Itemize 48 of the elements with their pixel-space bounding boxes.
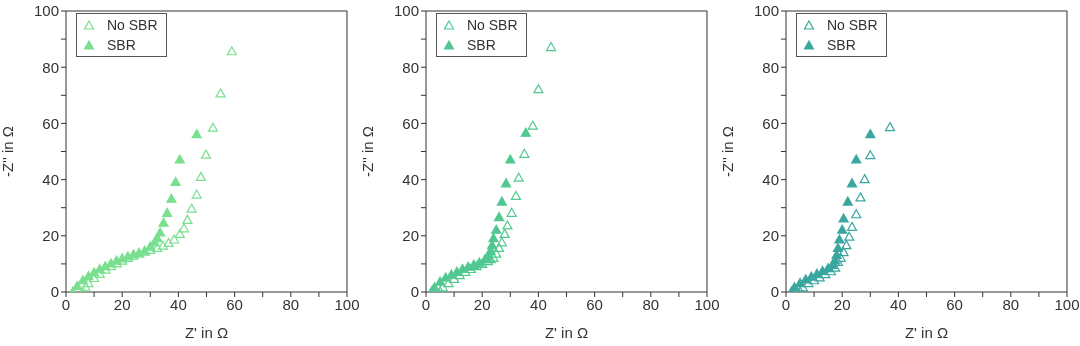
x-tick-label: 40 [890, 295, 907, 313]
x-tick-label: 100 [694, 295, 720, 313]
y-tick-label: 40 [762, 170, 779, 188]
legend-label: No SBR [467, 16, 518, 35]
x-axis-title: Z' in Ω [544, 324, 589, 341]
y-tick-label: 0 [770, 283, 779, 301]
y-tick-label: 20 [402, 227, 419, 245]
y-tick-label: 40 [402, 170, 419, 188]
y-tick-label: 80 [402, 58, 419, 76]
x-tick-label: 100 [334, 295, 360, 313]
x-tick-label: 20 [473, 295, 491, 313]
y-tick-label: 80 [42, 58, 59, 76]
x-axis-title: Z' in Ω [184, 324, 229, 341]
x-tick-label: 0 [421, 295, 431, 313]
x-tick-label: 100 [1054, 295, 1080, 313]
x-tick-label: 0 [781, 295, 791, 313]
legend-label: SBR [827, 36, 856, 55]
y-tick-label: 20 [42, 227, 59, 245]
y-tick-label: 0 [50, 283, 59, 301]
y-tick-label: 100 [33, 2, 59, 20]
y-axis-title: -Z'' in Ω [0, 125, 17, 178]
legend-label: SBR [467, 36, 496, 55]
x-tick-label: 0 [61, 295, 71, 313]
x-axis-title: Z' in Ω [904, 324, 949, 341]
x-tick-label: 60 [946, 295, 963, 313]
y-tick-label: 80 [762, 58, 779, 76]
x-tick-label: 60 [226, 295, 243, 313]
x-tick-label: 40 [170, 295, 187, 313]
y-tick-label: 40 [42, 170, 59, 188]
x-tick-label: 20 [833, 295, 851, 313]
y-tick-label: 100 [393, 2, 419, 20]
legend-label: No SBR [827, 16, 878, 35]
x-tick-label: 80 [1002, 295, 1020, 313]
y-axis-title: -Z'' in Ω [359, 125, 377, 178]
legend-label: No SBR [107, 16, 158, 35]
y-tick-label: 60 [402, 114, 419, 132]
x-tick-label: 80 [642, 295, 660, 313]
y-tick-label: 60 [762, 114, 779, 132]
y-tick-label: 60 [42, 114, 59, 132]
y-tick-label: 20 [762, 227, 779, 245]
x-tick-label: 60 [586, 295, 603, 313]
y-tick-label: 100 [753, 2, 779, 20]
x-tick-label: 20 [113, 295, 131, 313]
y-tick-label: 0 [410, 283, 419, 301]
x-tick-label: 40 [530, 295, 547, 313]
y-axis-title: -Z'' in Ω [719, 125, 737, 178]
x-tick-label: 80 [282, 295, 300, 313]
legend-label: SBR [107, 36, 136, 55]
